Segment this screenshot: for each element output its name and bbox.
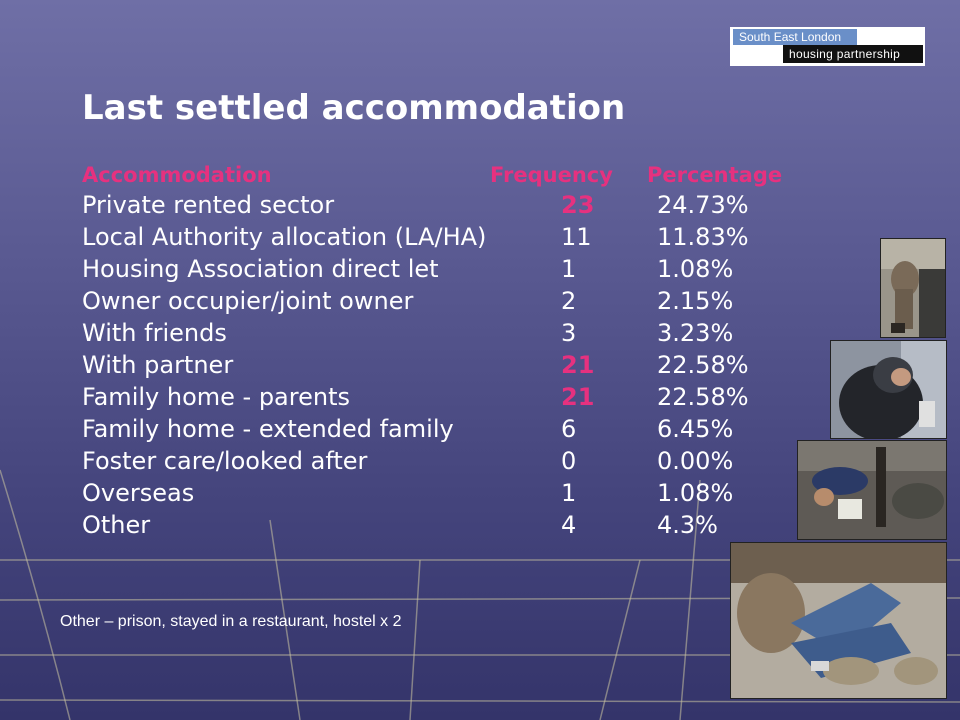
- logo: South East London housing partnership: [730, 27, 925, 66]
- row-percentage: 3.23%: [657, 319, 734, 347]
- photo-person-street: [797, 440, 947, 540]
- row-percentage: 24.73%: [657, 191, 749, 219]
- row-percentage: 2.15%: [657, 287, 734, 315]
- table-row: Family home - extended family 6 6.45%: [82, 415, 782, 447]
- row-label: Local Authority allocation (LA/HA): [82, 223, 487, 251]
- row-label: Private rented sector: [82, 191, 335, 219]
- row-frequency: 1: [561, 255, 577, 283]
- row-percentage: 1.08%: [657, 479, 734, 507]
- table-row: With partner 21 22.58%: [82, 351, 782, 383]
- row-label: Housing Association direct let: [82, 255, 439, 283]
- page-title: Last settled accommodation: [82, 88, 626, 128]
- table-row: Overseas 1 1.08%: [82, 479, 782, 511]
- row-percentage: 22.58%: [657, 383, 749, 411]
- row-label: Owner occupier/joint owner: [82, 287, 414, 315]
- row-percentage: 11.83%: [657, 223, 749, 251]
- row-frequency: 23: [561, 191, 595, 219]
- row-label: Family home - extended family: [82, 415, 454, 443]
- photo-person-lying: [730, 542, 947, 699]
- table-row: Other 4 4.3%: [82, 511, 782, 543]
- row-percentage: 4.3%: [657, 511, 718, 539]
- row-frequency: 3: [561, 319, 577, 347]
- row-percentage: 1.08%: [657, 255, 734, 283]
- photo-person-bins: [880, 238, 946, 338]
- table-row: Housing Association direct let 1 1.08%: [82, 255, 782, 287]
- row-label: Foster care/looked after: [82, 447, 368, 475]
- row-frequency: 0: [561, 447, 577, 475]
- table-row: Local Authority allocation (LA/HA) 11 11…: [82, 223, 782, 255]
- table-row: With friends 3 3.23%: [82, 319, 782, 351]
- row-frequency: 11: [561, 223, 592, 251]
- row-frequency: 21: [561, 383, 595, 411]
- footnote: Other – prison, stayed in a restaurant, …: [60, 613, 402, 630]
- row-frequency: 1: [561, 479, 577, 507]
- row-frequency: 6: [561, 415, 577, 443]
- row-percentage: 6.45%: [657, 415, 734, 443]
- row-label: With friends: [82, 319, 227, 347]
- row-label: Family home - parents: [82, 383, 350, 411]
- row-frequency: 21: [561, 351, 595, 379]
- row-label: Overseas: [82, 479, 195, 507]
- row-percentage: 0.00%: [657, 447, 734, 475]
- row-label: Other: [82, 511, 151, 539]
- table-row: Foster care/looked after 0 0.00%: [82, 447, 782, 479]
- header-frequency: Frequency: [490, 163, 613, 187]
- header-accommodation: Accommodation: [82, 163, 272, 187]
- logo-line1: South East London: [733, 29, 857, 45]
- table-row: Private rented sector 23 24.73%: [82, 191, 782, 223]
- row-label: With partner: [82, 351, 234, 379]
- photo-person-hooded: [830, 340, 947, 439]
- table-row: Family home - parents 21 22.58%: [82, 383, 782, 415]
- row-frequency: 4: [561, 511, 577, 539]
- table-row: Owner occupier/joint owner 2 2.15%: [82, 287, 782, 319]
- header-percentage: Percentage: [647, 163, 783, 187]
- row-frequency: 2: [561, 287, 577, 315]
- logo-line2: housing partnership: [783, 45, 923, 63]
- row-percentage: 22.58%: [657, 351, 749, 379]
